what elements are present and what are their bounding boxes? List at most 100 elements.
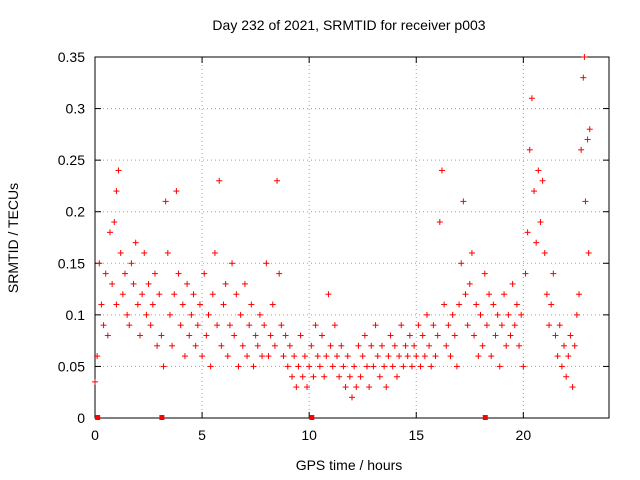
data-point (421, 353, 428, 360)
data-point (169, 342, 176, 349)
data-point (151, 270, 158, 277)
data-point (293, 384, 300, 391)
data-point (531, 188, 538, 195)
data-point (404, 353, 411, 360)
data-point (415, 322, 422, 329)
data-point (464, 322, 471, 329)
data-point (246, 322, 253, 329)
data-point (216, 177, 223, 184)
data-point (250, 363, 257, 370)
data-point (550, 270, 557, 277)
data-point (443, 342, 450, 349)
data-point (584, 136, 591, 143)
data-point (548, 301, 555, 308)
data-point (496, 363, 503, 370)
data-point (229, 260, 236, 267)
data-point (368, 342, 375, 349)
data-point (106, 229, 113, 236)
data-point (475, 353, 482, 360)
y-axis-label: SRMTID / TECUs (5, 183, 21, 293)
data-point (513, 301, 520, 308)
data-point (483, 322, 490, 329)
data-point (184, 280, 191, 287)
data-point (507, 332, 514, 339)
data-point (214, 322, 221, 329)
data-point (186, 332, 193, 339)
data-point (304, 384, 311, 391)
grid-lines (95, 57, 609, 418)
y-axis-ticks: 0 0.05 0.1 0.15 0.2 0.25 0.3 0.35 (58, 49, 609, 426)
data-point (468, 249, 475, 256)
data-point (224, 353, 231, 360)
data-point (265, 353, 272, 360)
data-point (498, 322, 505, 329)
y-tick-label: 0.2 (66, 204, 86, 220)
data-point (344, 353, 351, 360)
data-point (237, 311, 244, 318)
data-point (154, 342, 161, 349)
data-point (274, 177, 281, 184)
data-point (357, 373, 364, 380)
data-point (207, 363, 214, 370)
data-point (490, 301, 497, 308)
data-point (396, 353, 403, 360)
data-point (280, 353, 287, 360)
data-point (477, 311, 484, 318)
data-point (134, 301, 141, 308)
y-tick-label: 0.3 (66, 101, 86, 117)
data-point (466, 280, 473, 287)
data-point (282, 332, 289, 339)
data-point (361, 332, 368, 339)
data-point (269, 301, 276, 308)
data-point (331, 322, 338, 329)
data-point (413, 353, 420, 360)
data-point (451, 332, 458, 339)
y-tick-label: 0.35 (58, 49, 85, 65)
data-point (126, 322, 133, 329)
data-point (533, 239, 540, 246)
data-point (278, 322, 285, 329)
data-point (329, 363, 336, 370)
data-point (301, 353, 308, 360)
data-point (149, 301, 156, 308)
data-point (100, 322, 107, 329)
data-point (323, 353, 330, 360)
data-point (481, 270, 488, 277)
data-point (121, 270, 128, 277)
data-point (509, 280, 516, 287)
data-point (524, 229, 531, 236)
data-point (351, 363, 358, 370)
data-point (94, 353, 101, 360)
y-tick-label: 0.05 (58, 358, 85, 374)
data-point (113, 301, 120, 308)
data-point (158, 332, 165, 339)
data-point (173, 188, 180, 195)
data-point (402, 342, 409, 349)
x-axis-label: GPS time / hours (296, 457, 403, 473)
data-point (115, 167, 122, 174)
data-point (378, 342, 385, 349)
data-point (128, 260, 135, 267)
data-point (535, 167, 542, 174)
data-point (299, 373, 306, 380)
data-point (479, 342, 486, 349)
data-point (98, 301, 105, 308)
data-point (434, 332, 441, 339)
data-point (526, 146, 533, 153)
data-point (528, 95, 535, 102)
data-point (546, 322, 553, 329)
data-point (366, 384, 373, 391)
data-point (539, 177, 546, 184)
data-point (319, 332, 326, 339)
data-point (585, 249, 592, 256)
data-point (582, 198, 589, 205)
data-point (203, 332, 210, 339)
data-point (192, 342, 199, 349)
baseline-marker (482, 415, 488, 420)
data-point (111, 219, 118, 226)
data-point (503, 342, 510, 349)
data-point (501, 291, 508, 298)
data-point (353, 384, 360, 391)
data-point (289, 373, 296, 380)
